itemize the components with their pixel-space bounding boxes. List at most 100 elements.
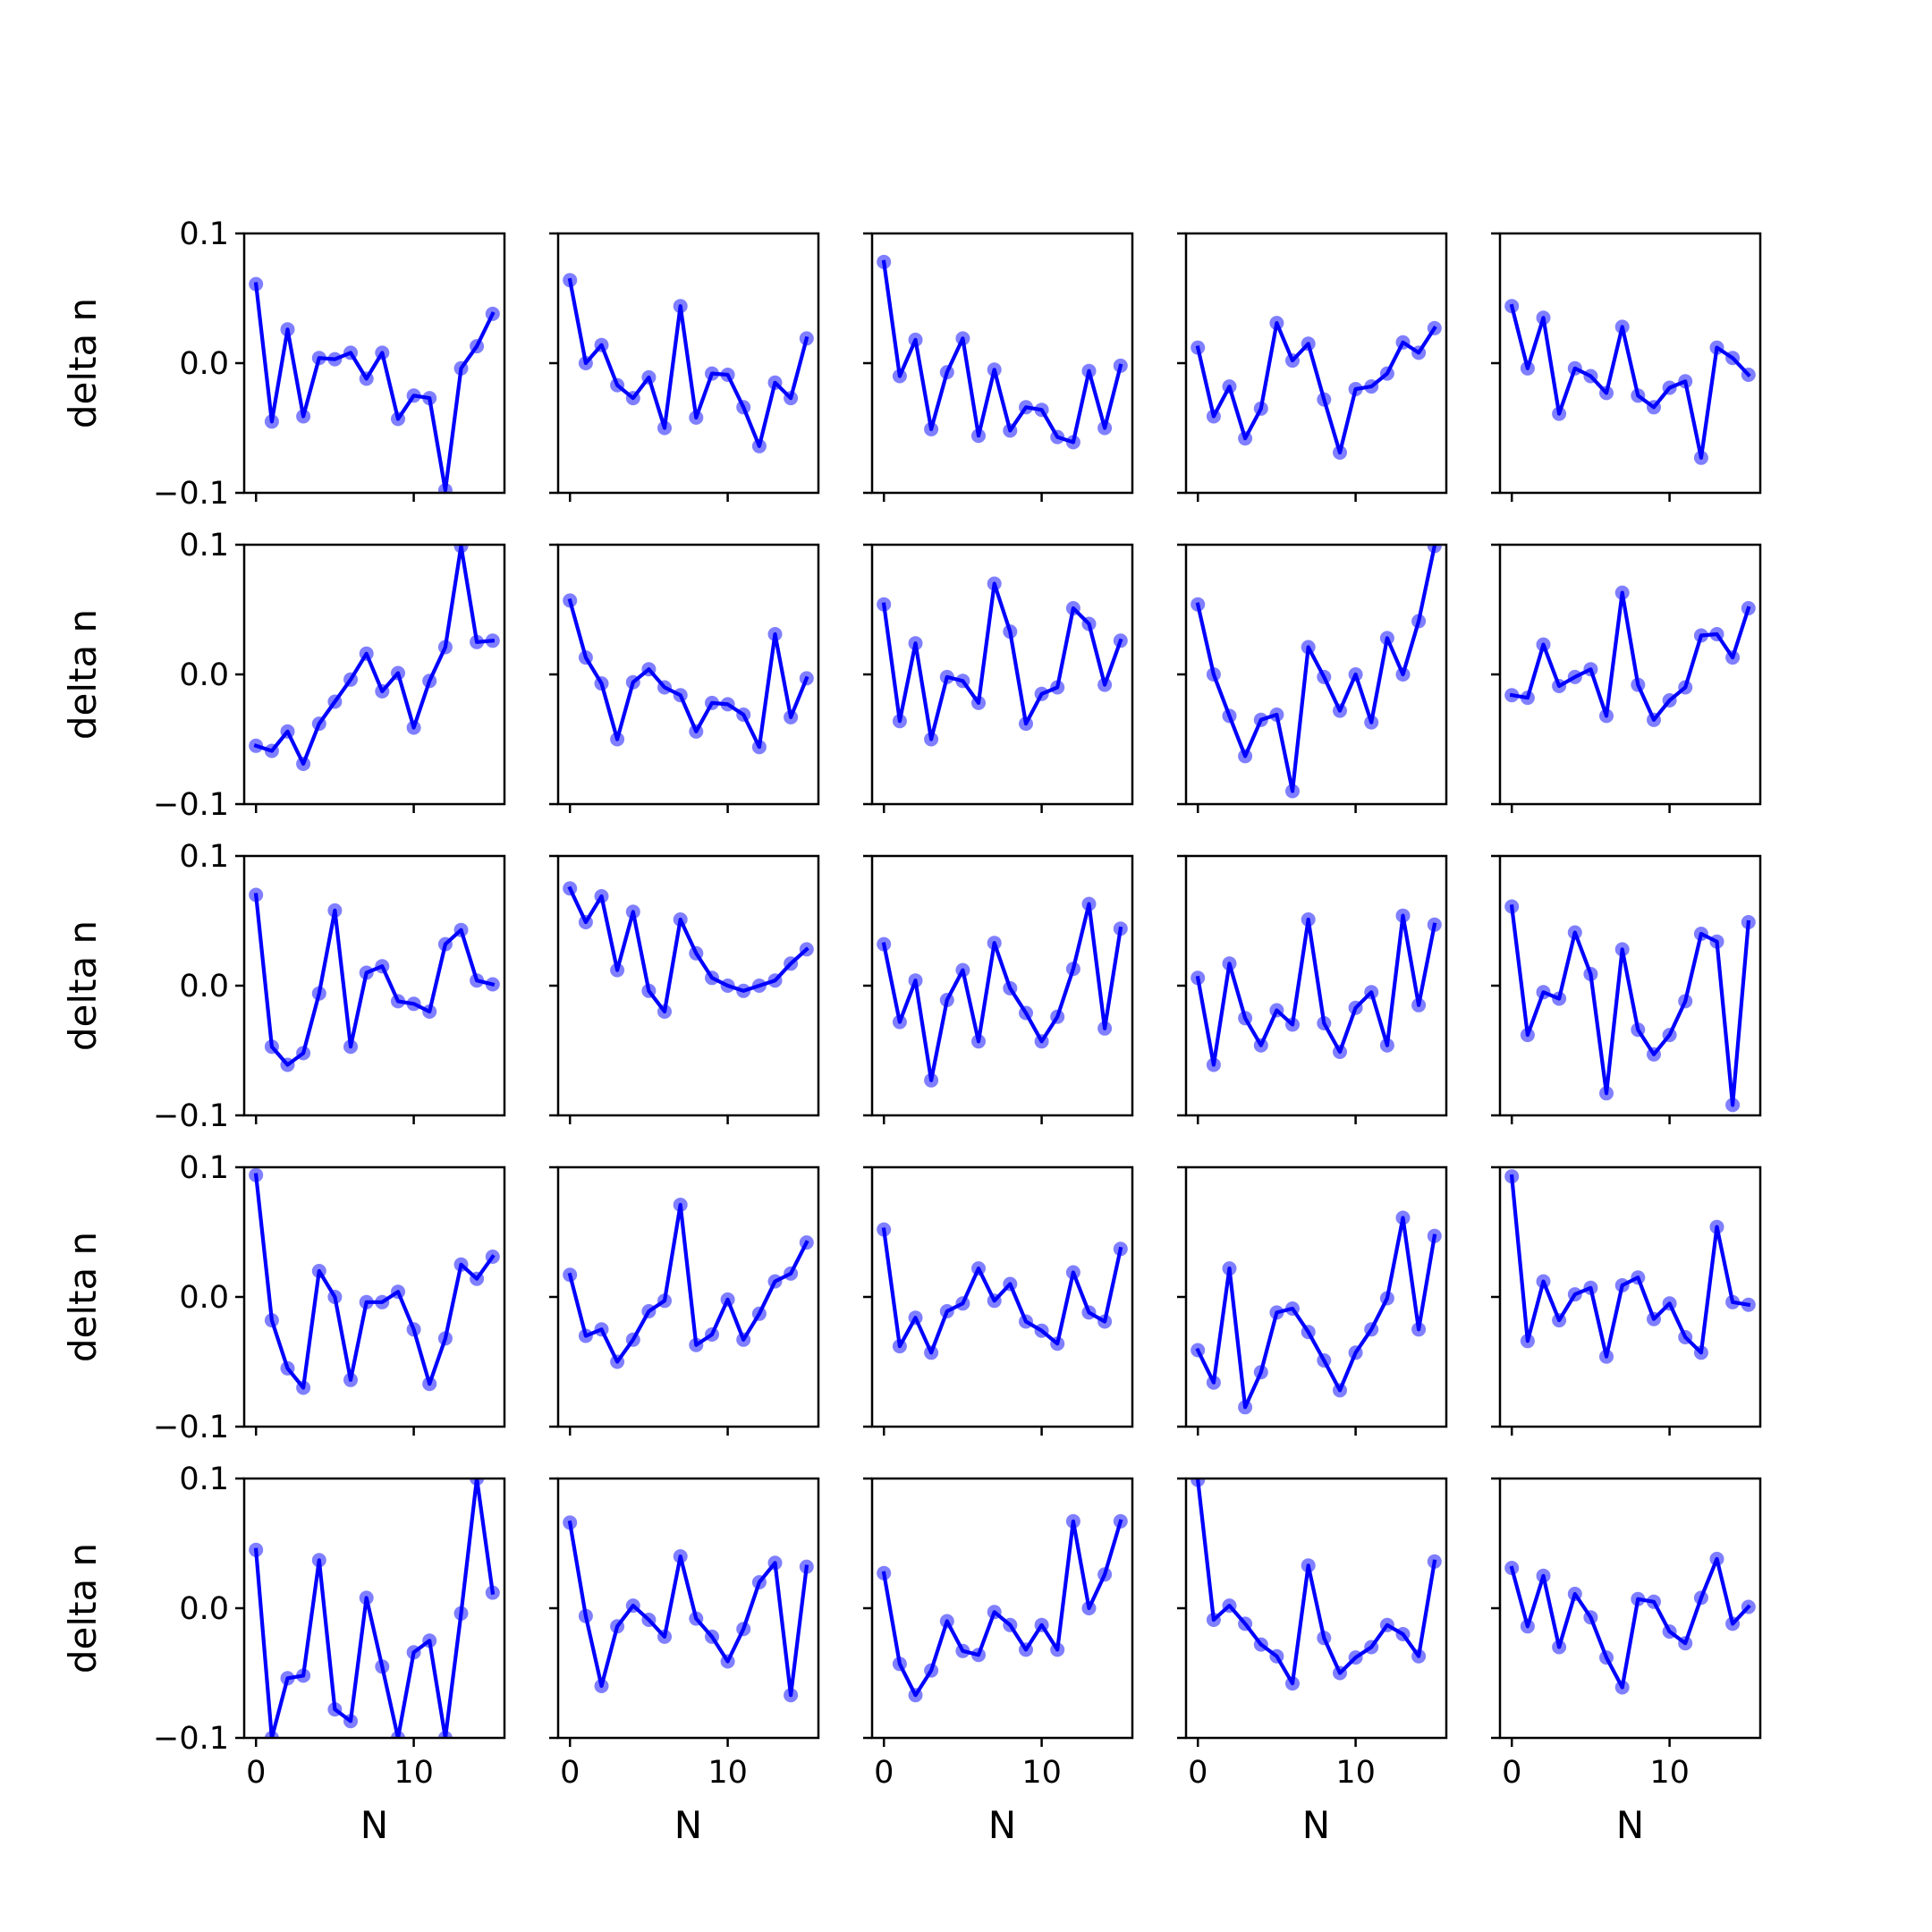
data-point: [1693, 450, 1708, 465]
subplot-r4-c4: [1177, 1165, 1448, 1436]
data-point: [296, 757, 311, 771]
data-point: [563, 273, 578, 288]
data-point: [1285, 1017, 1300, 1032]
data-point: [1097, 1021, 1113, 1036]
data-point: [311, 1553, 326, 1568]
data-point: [908, 1310, 923, 1326]
data-point: [1678, 1330, 1693, 1344]
data-point: [1034, 402, 1049, 418]
data-point: [1206, 409, 1221, 424]
data-point: [892, 369, 907, 384]
data-point: [343, 1372, 358, 1387]
subplot-r1-c2: [549, 232, 820, 502]
data-point: [625, 1598, 640, 1614]
subplot-r2-c3: [863, 543, 1134, 813]
data-point: [311, 1264, 326, 1278]
data-point: [1238, 749, 1253, 764]
data-series: [877, 896, 1128, 1088]
data-point: [1050, 1336, 1065, 1352]
data-point: [1504, 1561, 1520, 1575]
data-point: [892, 1657, 907, 1672]
data-point: [470, 339, 485, 354]
subplot-r3-c3: [863, 854, 1134, 1124]
series-line: [1195, 913, 1437, 1067]
data-point: [1003, 423, 1018, 438]
y-tick-label: 0.0: [179, 657, 229, 693]
data-series: [563, 1515, 814, 1703]
data-point: [751, 979, 767, 993]
data-point: [1269, 708, 1284, 722]
data-point: [437, 936, 453, 952]
series-line: [253, 282, 496, 493]
data-point: [453, 1257, 469, 1272]
data-point: [1709, 934, 1724, 949]
data-point: [578, 915, 593, 929]
data-point: [1317, 1353, 1332, 1368]
data-point: [955, 1296, 970, 1311]
axes-frame: [556, 1165, 820, 1428]
data-point: [1693, 927, 1708, 941]
data-series: [1504, 899, 1756, 1113]
data-point: [1567, 1587, 1582, 1601]
data-series: [1191, 1479, 1442, 1691]
data-point: [1395, 1210, 1411, 1225]
axes-frame: [1498, 543, 1762, 806]
data-point: [1003, 1276, 1018, 1292]
data-point: [453, 922, 469, 937]
data-point: [422, 1004, 437, 1019]
data-point: [784, 1688, 799, 1703]
data-point: [437, 1731, 453, 1738]
data-point: [1222, 379, 1237, 394]
series-line: [1195, 321, 1437, 455]
y-axis-label: delta n: [61, 609, 105, 740]
data-point: [1411, 997, 1427, 1013]
data-point: [1348, 1000, 1363, 1015]
data-point: [1411, 1648, 1427, 1664]
data-point: [280, 322, 295, 337]
series-line: [567, 886, 809, 1014]
data-point: [955, 962, 970, 978]
subplot-r3-c5: [1491, 854, 1762, 1124]
data-point: [1567, 1287, 1582, 1302]
data-point: [673, 1198, 688, 1212]
x-tick-label: 10: [1021, 1755, 1062, 1791]
data-point: [485, 1250, 500, 1264]
data-point: [1678, 994, 1693, 1009]
data-point: [1741, 915, 1756, 929]
data-point: [1253, 712, 1268, 727]
data-point: [892, 1339, 907, 1354]
data-point: [799, 331, 814, 346]
subplot-r5-c3: 0 10N: [863, 1477, 1134, 1847]
data-point: [924, 1345, 939, 1360]
data-point: [1583, 967, 1598, 981]
data-point: [1206, 1613, 1221, 1627]
data-point: [1631, 388, 1646, 403]
y-axis-label: delta n: [61, 920, 105, 1051]
data-point: [359, 1590, 374, 1606]
data-point: [955, 1643, 970, 1658]
data-point: [799, 1559, 814, 1574]
data-point: [720, 1654, 735, 1669]
data-point: [939, 669, 954, 684]
y-tick-label: −0.1: [153, 1098, 229, 1134]
data-series: [877, 1513, 1128, 1703]
data-series: [1191, 1210, 1442, 1415]
subplot-r2-c4: [1177, 543, 1448, 813]
data-point: [1536, 310, 1551, 326]
data-point: [1614, 319, 1630, 335]
data-point: [453, 1606, 469, 1621]
series-line: [1509, 1174, 1751, 1359]
data-point: [1191, 597, 1206, 612]
series-line: [1509, 303, 1751, 460]
data-point: [264, 1039, 279, 1055]
data-point: [1065, 1513, 1080, 1529]
y-tick-label: −0.1: [153, 1721, 229, 1757]
data-point: [1662, 1028, 1677, 1043]
data-point: [705, 366, 719, 381]
data-point: [1081, 1601, 1097, 1615]
data-point: [877, 1565, 892, 1580]
subplot-r5-c5: 0 10N: [1491, 1477, 1762, 1847]
x-tick-label: 0: [874, 1755, 894, 1791]
series-line: [253, 545, 496, 767]
data-point: [987, 1293, 1002, 1309]
